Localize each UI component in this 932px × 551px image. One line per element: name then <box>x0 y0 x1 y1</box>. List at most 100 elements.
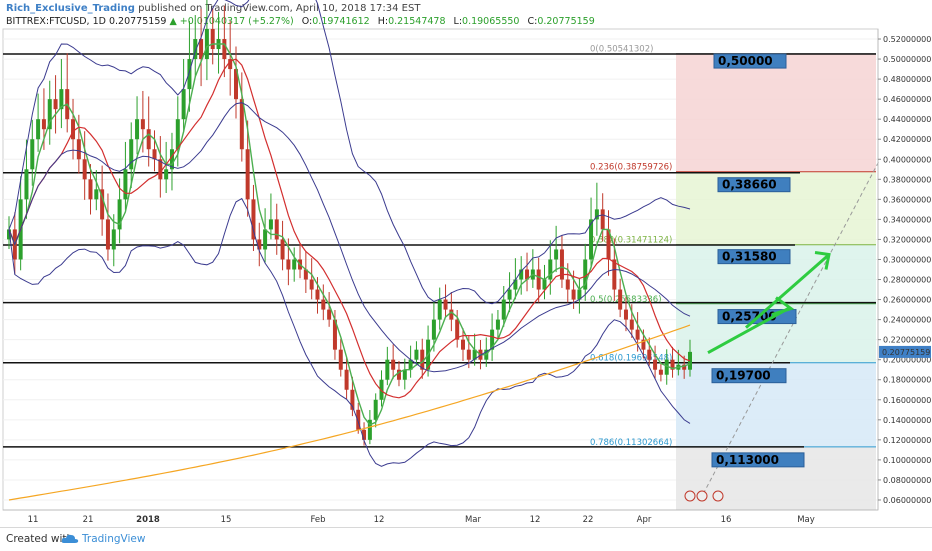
candle-body <box>303 269 308 280</box>
candle-body <box>175 119 180 150</box>
close-value: 0.20775159 <box>537 16 595 27</box>
x-axis-tick-label: 12 <box>530 515 541 525</box>
footer-bar: Created with TradingView <box>0 527 932 551</box>
candle-body <box>94 189 99 200</box>
x-axis-tick-label: 12 <box>374 515 385 525</box>
candle-body <box>309 279 314 290</box>
candle-body <box>414 349 419 360</box>
candle-body <box>105 219 110 250</box>
fib-level-label: 0.236(0.38759726) <box>590 163 672 173</box>
candle-body <box>670 359 675 370</box>
candle-body <box>234 69 238 100</box>
candle-body <box>286 259 291 270</box>
price-level-box-label: 0,50000 <box>718 54 773 68</box>
candle-body <box>187 59 192 90</box>
fib-level-label: 0.618(0.19695548) <box>590 354 672 364</box>
candle-body <box>600 209 605 230</box>
x-axis-tick-label: 15 <box>221 515 232 525</box>
y-axis-tick-label: 0.18000000 <box>883 376 931 385</box>
candle-body <box>583 259 588 290</box>
candle-body <box>629 319 634 330</box>
price-level-box-label: 0,31580 <box>722 250 777 264</box>
tradingview-brand[interactable]: TradingView <box>82 533 146 545</box>
candle-body <box>623 309 628 320</box>
bollinger-mid-line <box>8 102 691 373</box>
candle-body <box>612 259 617 290</box>
candle-body <box>367 419 372 440</box>
candle-body <box>554 249 559 260</box>
last-price-tag-label: 0.20775159 <box>882 348 930 357</box>
y-axis-tick-label: 0.40000000 <box>883 155 931 164</box>
y-axis-tick-label: 0.24000000 <box>883 316 931 325</box>
candle-body <box>41 119 46 130</box>
candle-body <box>606 229 611 260</box>
fib-level-label: 0.382(0.31471124) <box>590 236 672 246</box>
candle-body <box>402 369 407 380</box>
candle-body <box>513 279 518 290</box>
candle-body <box>356 409 361 430</box>
candle-body <box>158 159 163 180</box>
fib-level-label: 0(0.50541302) <box>590 45 653 55</box>
low-value: 0.19065550 <box>462 16 520 27</box>
candle-body <box>455 319 460 340</box>
price-level-box-label: 0,113000 <box>716 453 779 467</box>
y-axis-tick-label: 0.14000000 <box>883 416 931 425</box>
y-axis-tick-label: 0.46000000 <box>883 95 931 104</box>
candle-body <box>111 229 116 250</box>
price-level-box <box>717 177 791 193</box>
event-marker-icon <box>696 490 708 502</box>
x-axis-tick-label: 16 <box>721 515 732 525</box>
candle-body <box>490 329 495 350</box>
event-marker-icon <box>712 490 724 502</box>
candle-body <box>577 289 582 300</box>
candle-body <box>501 299 506 320</box>
candle-body <box>135 119 140 140</box>
y-axis-tick-label: 0.42000000 <box>883 135 931 144</box>
tradingview-cloud-icon <box>61 534 79 543</box>
candle-body <box>199 39 204 60</box>
candle-body <box>181 89 186 120</box>
last-price: 0.20775159 <box>108 16 167 27</box>
candle-body <box>210 29 215 50</box>
price-level-box-label: 0,38660 <box>722 178 777 192</box>
candle-body <box>268 219 273 230</box>
candle-body <box>466 349 471 360</box>
y-axis-tick-label: 0.08000000 <box>883 476 931 485</box>
y-axis-tick-label: 0.44000000 <box>883 115 931 124</box>
x-axis-tick-label: Apr <box>637 515 652 525</box>
candle-body <box>47 99 52 130</box>
candle-body <box>280 239 285 260</box>
y-axis-tick-label: 0.36000000 <box>883 195 931 204</box>
candle-body <box>169 149 174 170</box>
ma-200-line <box>8 324 691 501</box>
bollinger-upper-line <box>8 0 691 305</box>
high-value: 0.21547478 <box>388 16 446 27</box>
candle-body <box>82 159 87 180</box>
candle-body <box>327 309 332 320</box>
candle-body <box>548 259 553 280</box>
candle-body <box>594 209 599 220</box>
candle-body <box>245 149 250 200</box>
ma-fast-line <box>8 43 691 426</box>
candle-body <box>146 129 151 150</box>
candle-body <box>36 119 41 140</box>
author-name[interactable]: Rich_Exclusive_Trading <box>6 3 135 14</box>
candle-body <box>641 339 646 350</box>
y-axis-tick-label: 0.34000000 <box>883 215 931 224</box>
candle-body <box>321 299 326 310</box>
candle-body <box>396 369 401 380</box>
candle-body <box>204 29 209 60</box>
price-level-box <box>711 452 805 468</box>
price-chart[interactable]: 0(0.50541302) 0.236(0.38759726) 0.382(0.31… <box>0 0 932 527</box>
candle-body <box>251 199 256 240</box>
candle-body <box>379 379 384 400</box>
ma-slow-line <box>8 58 691 399</box>
candle-body <box>350 389 355 410</box>
candle-body <box>59 89 64 110</box>
green-arrow-head <box>771 296 795 317</box>
candle-body <box>140 119 145 130</box>
candle-body <box>571 289 576 300</box>
open-label: O: <box>301 16 313 27</box>
high-label: H: <box>377 16 389 27</box>
created-with-text: Created with <box>6 533 74 545</box>
